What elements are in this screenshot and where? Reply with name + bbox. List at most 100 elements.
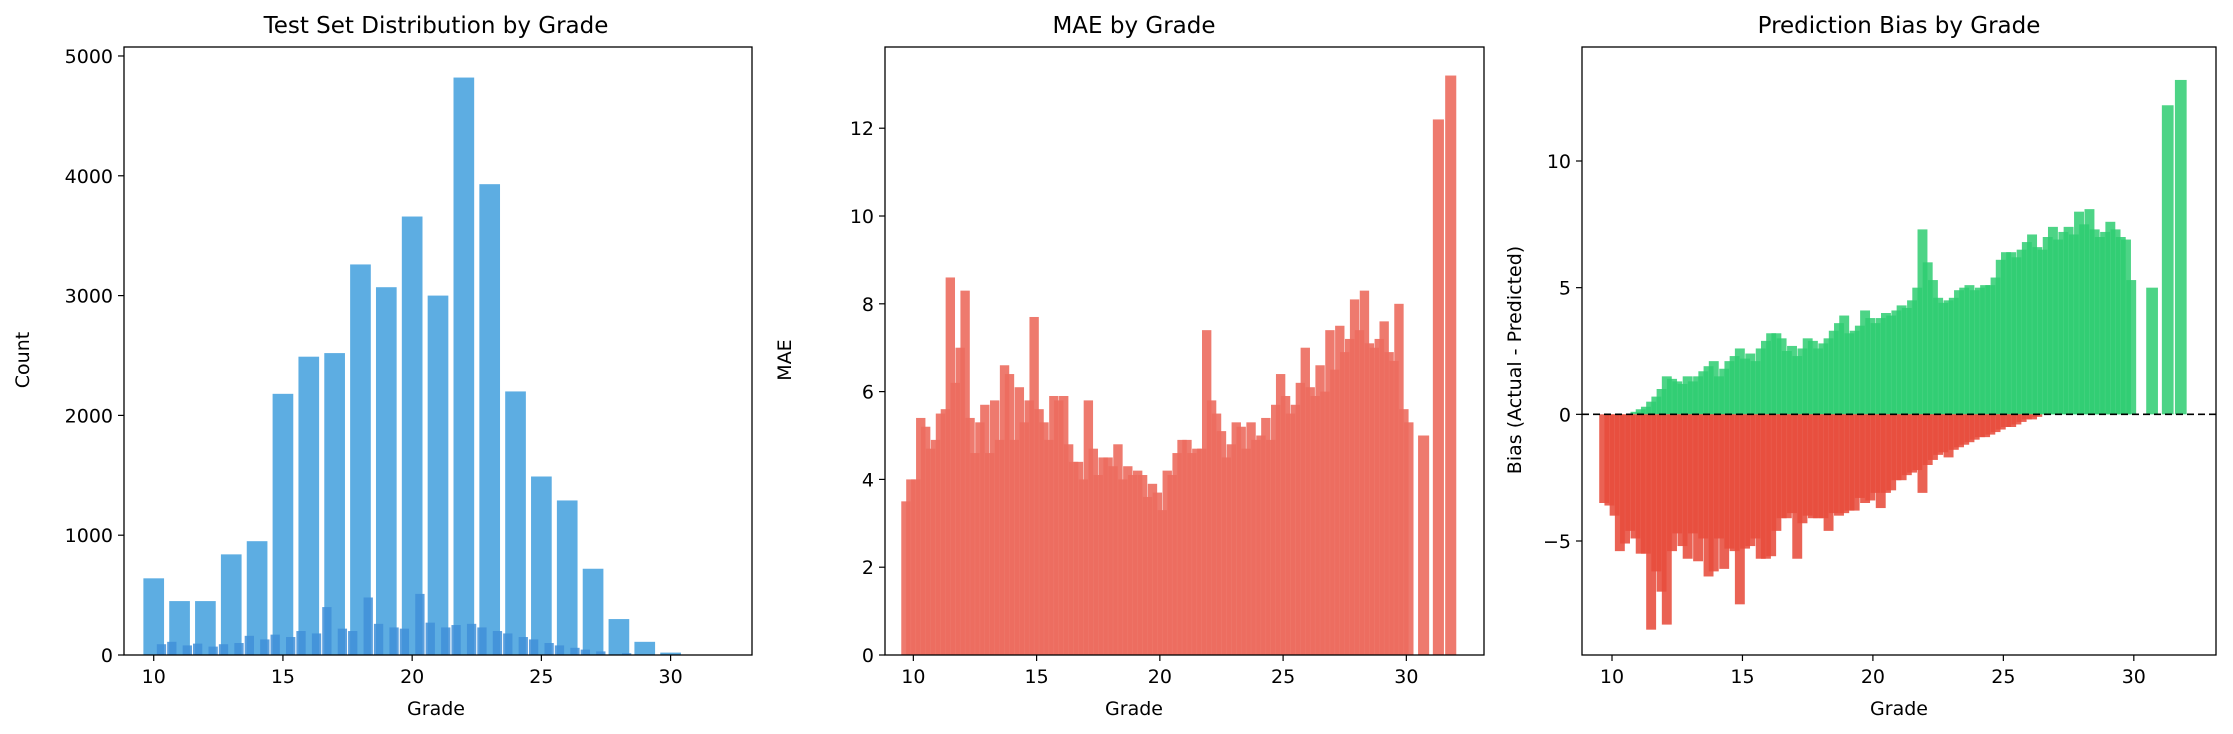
y-tick-label: 0 — [1559, 404, 1571, 426]
fine-bar — [518, 637, 528, 655]
bar — [1349, 299, 1360, 655]
bar — [1300, 347, 1310, 655]
positive-bar — [2100, 231, 2111, 415]
positive-bar — [2094, 237, 2105, 415]
bar — [324, 353, 345, 655]
bar — [1128, 475, 1138, 655]
x-tick-label: 30 — [658, 666, 682, 688]
negative-bar — [1646, 414, 1657, 630]
negative-bar — [1740, 414, 1751, 549]
x-tick-label: 10 — [901, 666, 925, 688]
positive-bar — [1719, 368, 1730, 415]
bar — [1246, 422, 1256, 655]
bar — [1108, 466, 1118, 655]
positive-bar — [2058, 231, 2069, 415]
positive-bar — [2021, 242, 2032, 415]
fine-bar — [399, 628, 410, 655]
bar — [1315, 365, 1325, 655]
negative-bar — [1927, 414, 1938, 460]
positive-bar — [2121, 239, 2131, 415]
positive-bar — [2011, 257, 2022, 415]
positive-bar — [1766, 333, 1777, 415]
fine-bar — [167, 641, 177, 655]
fine-bar — [260, 639, 270, 655]
negative-bar — [2027, 414, 2038, 420]
negative-bar — [1860, 414, 1871, 503]
fine-bar — [234, 643, 244, 655]
fine-bar — [182, 645, 192, 655]
bar — [1340, 352, 1350, 655]
bar — [1187, 453, 1197, 655]
bar — [1394, 303, 1404, 655]
negative-bar — [1854, 414, 1865, 498]
bar — [1432, 119, 1444, 655]
positive-bar — [1907, 300, 1918, 415]
negative-bar — [1630, 414, 1641, 539]
bar — [505, 391, 526, 655]
positive-bar — [1985, 285, 1996, 415]
negative-bar — [1948, 414, 1959, 450]
x-tick-label: 20 — [1861, 666, 1885, 688]
x-tick-label: 25 — [1271, 666, 1295, 688]
negative-bar — [1604, 414, 1615, 506]
negative-bar — [1907, 414, 1918, 473]
bars-group — [143, 77, 681, 656]
positive-bar — [1854, 325, 1865, 415]
positive-bar — [1635, 409, 1646, 415]
fine-bar — [270, 634, 280, 655]
bar — [1206, 400, 1217, 655]
positive-bar — [2042, 237, 2053, 415]
positive-bar — [2146, 287, 2158, 415]
negative-bar — [1719, 414, 1730, 569]
negative-bar — [2011, 414, 2022, 425]
x-tick-label: 25 — [1991, 666, 2015, 688]
positive-bar — [2161, 105, 2174, 415]
negative-bar — [1760, 414, 1771, 559]
negative-bar — [1823, 414, 1834, 531]
positive-bar — [2084, 209, 2095, 415]
positive-bar — [2174, 79, 2187, 415]
y-tick-label: 5 — [1559, 278, 1571, 300]
bar — [427, 295, 449, 655]
bar — [1152, 492, 1163, 655]
fine-bar — [348, 631, 358, 655]
negative-bar — [1875, 414, 1886, 509]
negative-bar — [1818, 414, 1829, 519]
positive-bar — [1760, 340, 1771, 415]
x-tick-label: 30 — [2122, 666, 2146, 688]
negative-bar — [1729, 414, 1740, 552]
chart-title: MAE by Grade — [1052, 13, 1215, 39]
panel-prediction-bias: Prediction Bias by Grade Grade Bias (Act… — [1504, 13, 2217, 720]
bar — [1251, 439, 1261, 655]
positive-bar — [1844, 333, 1855, 415]
bar — [990, 400, 1000, 655]
negative-bar — [1620, 414, 1631, 544]
positive-bar — [2126, 280, 2137, 415]
y-tick-label: 8 — [862, 294, 874, 316]
bar — [1098, 457, 1108, 655]
positive-bar — [2079, 224, 2090, 415]
positive-bar — [1954, 290, 1964, 415]
panel-mae-by-grade: MAE by Grade Grade MAE 10 15 20 25 30 0 2 4 6 8 10… — [774, 13, 1485, 720]
negative-bar — [1703, 414, 1714, 577]
negative-bar — [1828, 414, 1839, 514]
positive-bar — [1661, 376, 1672, 415]
bar — [911, 479, 921, 655]
negative-bar — [1667, 414, 1677, 552]
fine-bar — [477, 627, 487, 655]
negative-bar — [1792, 414, 1803, 559]
fine-bar — [296, 631, 306, 655]
negative-bar — [1959, 414, 1970, 445]
fine-bar — [156, 644, 167, 655]
negative-bar — [2032, 414, 2043, 417]
bar — [925, 448, 936, 655]
negative-bar — [1661, 414, 1672, 625]
bar — [1078, 479, 1089, 655]
negative-bar — [1807, 414, 1818, 519]
bar — [901, 501, 911, 655]
negative-bar — [1954, 414, 1964, 448]
x-axis-label: Grade — [407, 698, 465, 720]
bar — [1384, 352, 1394, 655]
bar — [999, 365, 1010, 655]
positive-bar — [1880, 313, 1891, 415]
